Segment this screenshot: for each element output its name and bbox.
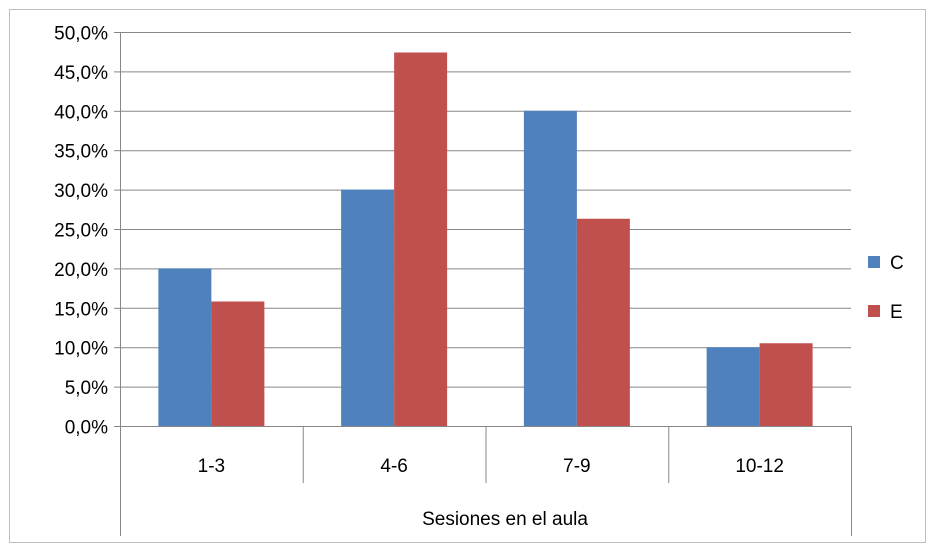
x-axis-title: Sesiones en el aula xyxy=(422,509,588,530)
y-tick-label: 40,0% xyxy=(54,102,108,123)
legend-swatch xyxy=(868,256,880,268)
y-tick-label: 15,0% xyxy=(54,299,108,320)
legend: CE xyxy=(868,253,904,323)
legend-label: E xyxy=(890,302,903,323)
legend-label: C xyxy=(890,253,904,274)
x-tick-label: 4-6 xyxy=(380,456,407,477)
bar xyxy=(158,268,212,426)
bars xyxy=(158,52,813,427)
y-tick-label: 35,0% xyxy=(54,142,108,163)
x-tick-label: 1-3 xyxy=(198,456,225,477)
x-tick-labels: 1-3 4-6 7-9 10-12 xyxy=(198,456,784,477)
y-tick-label: 0,0% xyxy=(65,418,108,439)
bar xyxy=(706,347,760,426)
y-tick-labels: 0,0% 5,0% 10,0% 15,0% 20,0% 25,0% 30,0% 35,0% 40… xyxy=(54,24,108,439)
bar xyxy=(576,218,630,426)
y-tick-label: 20,0% xyxy=(54,260,108,281)
bar xyxy=(394,52,448,426)
bar xyxy=(341,189,395,426)
y-tick-label: 5,0% xyxy=(65,378,108,399)
bar xyxy=(523,110,577,427)
x-tick-label: 10-12 xyxy=(735,456,784,477)
axes xyxy=(114,32,852,536)
bar xyxy=(759,343,813,426)
y-tick-label: 45,0% xyxy=(54,63,108,84)
y-tick-label: 30,0% xyxy=(54,181,108,202)
x-tick-label: 7-9 xyxy=(563,456,590,477)
y-tick-label: 10,0% xyxy=(54,339,108,360)
y-tick-label: 50,0% xyxy=(54,24,108,45)
y-tick-label: 25,0% xyxy=(54,221,108,242)
bar xyxy=(211,301,265,426)
legend-swatch xyxy=(868,305,880,317)
